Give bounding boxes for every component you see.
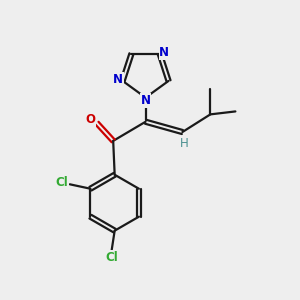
Text: Cl: Cl xyxy=(105,251,118,264)
Text: N: N xyxy=(141,94,151,107)
Text: O: O xyxy=(85,113,95,126)
Text: Cl: Cl xyxy=(55,176,68,189)
Text: N: N xyxy=(159,46,169,59)
Text: N: N xyxy=(113,73,123,86)
Text: H: H xyxy=(180,137,189,150)
